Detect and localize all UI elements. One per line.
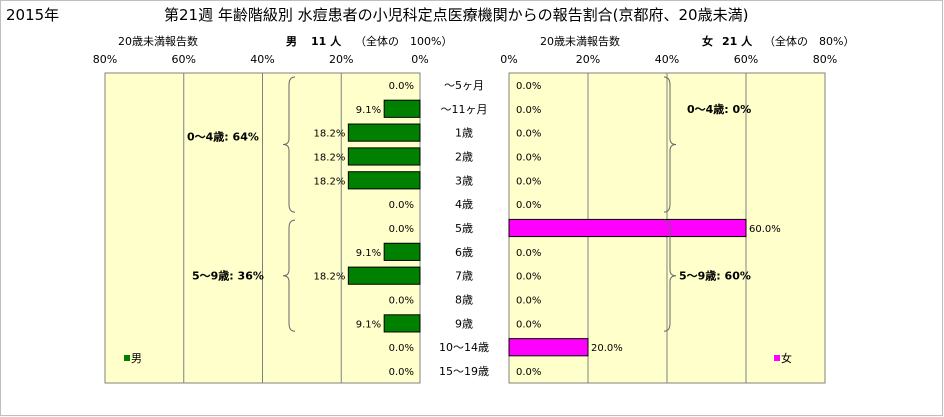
category-label: ～11ヶ月: [441, 103, 488, 116]
male-bar: [347, 266, 421, 285]
female-legend-label: 女: [781, 351, 792, 365]
male-value-label: 18.2%: [314, 129, 346, 140]
male-group-label: 5～9歳: 36%: [192, 269, 264, 283]
female-count-label: 21 人: [722, 35, 753, 48]
female-value-label: 0.0%: [516, 81, 541, 92]
female-value-label: 0.0%: [516, 367, 541, 378]
female-group-label: 0～4歳: 0%: [687, 102, 751, 116]
male-tick-label: 20%: [329, 53, 353, 66]
male-value-label: 0.0%: [389, 224, 414, 235]
male-legend-swatch: [124, 355, 130, 361]
female-age-group-brace: [663, 76, 677, 213]
category-label: 1歳: [455, 127, 473, 140]
female-value-label: 20.0%: [591, 343, 623, 354]
male-tick-label: 80%: [93, 53, 117, 66]
male-age-group-brace: [282, 219, 296, 332]
category-label: 6歳: [455, 246, 473, 259]
female-tick-label: 40%: [655, 53, 679, 66]
female-bar: [508, 218, 747, 238]
male-bar: [383, 242, 421, 261]
female-value-label: 0.0%: [516, 105, 541, 116]
female-value-label: 0.0%: [516, 272, 541, 283]
category-label: ～5ヶ月: [444, 79, 484, 92]
chart-title: 第21週 年齢階級別 水痘患者の小児科定点医療機関からの報告割合(京都府、20歳…: [164, 6, 749, 24]
male-tick-label: 60%: [172, 53, 196, 66]
female-legend-swatch: [774, 355, 780, 361]
female-series-label: 女: [702, 35, 713, 48]
category-label: 2歳: [455, 150, 473, 163]
female-tick-label: 60%: [734, 53, 758, 66]
female-value-label: 60.0%: [749, 224, 781, 235]
male-value-label: 9.1%: [356, 105, 381, 116]
female-tick-label: 0%: [500, 53, 517, 66]
male-value-label: 0.0%: [389, 296, 414, 307]
category-label: 15～19歳: [439, 365, 489, 378]
category-label: 8歳: [455, 294, 473, 307]
male-tick-label: 0%: [411, 53, 428, 66]
male-total-label: （全体の 100%）: [355, 35, 453, 48]
female-bar: [508, 338, 589, 357]
female-total-label: （全体の 80%）: [764, 35, 855, 48]
female-age-group-brace: [663, 219, 677, 332]
male-value-label: 9.1%: [356, 248, 381, 259]
female-tick-label: 80%: [813, 53, 837, 66]
female-value-label: 0.0%: [516, 176, 541, 187]
category-label: 7歳: [455, 270, 473, 283]
male-count-label: 11 人: [311, 35, 342, 48]
male-value-label: 0.0%: [389, 367, 414, 378]
female-value-label: 0.0%: [516, 200, 541, 211]
male-tick-label: 40%: [250, 53, 274, 66]
category-label: 3歳: [455, 174, 473, 187]
female-value-label: 0.0%: [516, 319, 541, 330]
male-value-label: 18.2%: [314, 272, 346, 283]
category-label: 10～14歳: [439, 341, 489, 354]
male-bar: [347, 171, 421, 190]
male-bar: [383, 99, 421, 118]
male-bar: [347, 123, 421, 142]
male-value-label: 18.2%: [314, 176, 346, 187]
female-value-label: 0.0%: [516, 296, 541, 307]
male-bar: [383, 314, 421, 333]
female-group-label: 5～9歳: 60%: [679, 269, 751, 283]
male-group-label: 0～4歳: 64%: [187, 130, 259, 144]
male-series-label: 男: [286, 35, 297, 48]
category-label: 4歳: [455, 198, 473, 211]
male-value-label: 0.0%: [389, 81, 414, 92]
category-label: 9歳: [455, 317, 473, 330]
year-label: 2015年: [6, 6, 60, 24]
male-axis-title: 20歳未満報告数: [118, 35, 198, 48]
category-label: 5歳: [455, 222, 473, 235]
female-value-label: 0.0%: [516, 129, 541, 140]
male-age-group-brace: [282, 76, 296, 213]
male-bar: [347, 147, 421, 166]
male-value-label: 0.0%: [389, 343, 414, 354]
female-axis-title: 20歳未満報告数: [540, 35, 620, 48]
male-value-label: 0.0%: [389, 200, 414, 211]
female-tick-label: 20%: [576, 53, 600, 66]
female-value-label: 0.0%: [516, 248, 541, 259]
male-value-label: 18.2%: [314, 152, 346, 163]
female-value-label: 0.0%: [516, 152, 541, 163]
male-legend-label: 男: [131, 352, 142, 365]
male-value-label: 9.1%: [356, 319, 381, 330]
